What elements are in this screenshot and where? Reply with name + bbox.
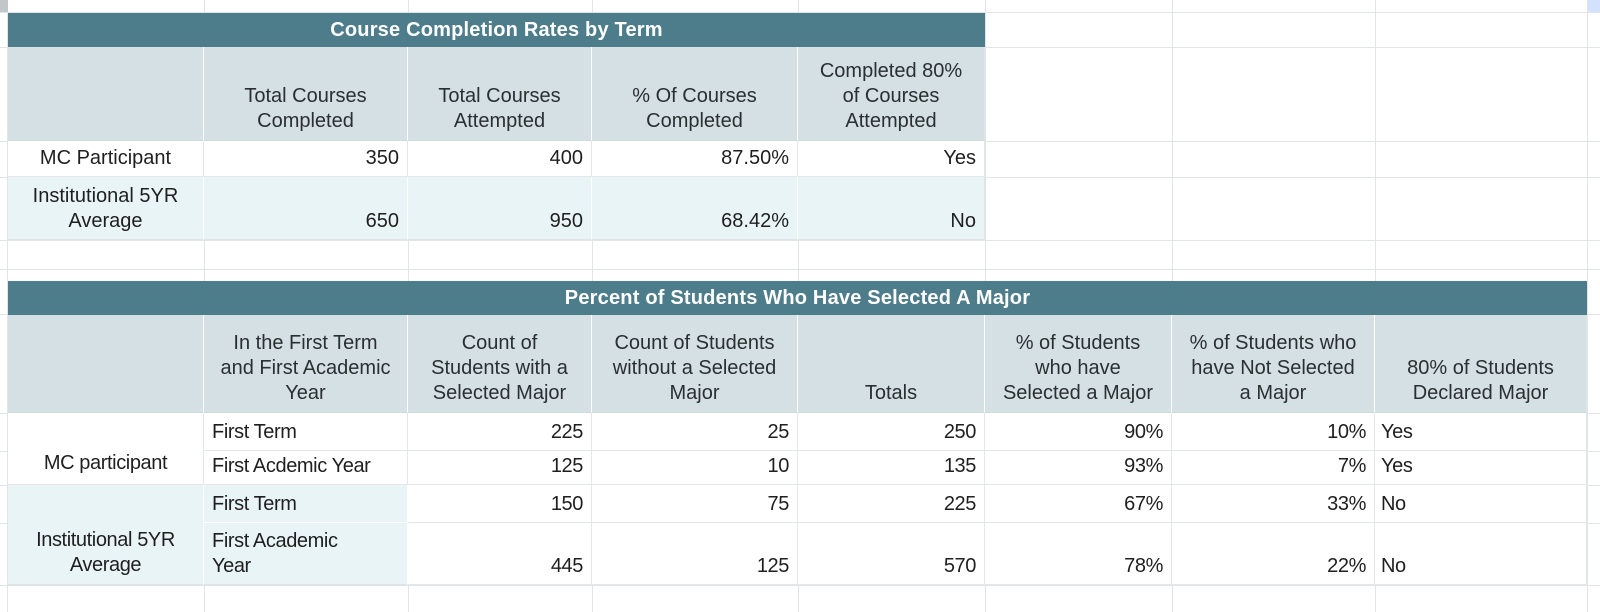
table-cell[interactable]: No (1375, 485, 1587, 523)
row-label-cell[interactable]: Institutional 5YR Average (8, 177, 204, 240)
header-pct-selected[interactable]: % of Students who have Selected a Major (985, 315, 1172, 413)
term-cell[interactable]: First Term (204, 485, 408, 523)
term-cell[interactable]: First Term (204, 413, 408, 451)
table-cell[interactable]: 445 (408, 523, 592, 585)
gridline (0, 585, 1600, 586)
table-cell[interactable]: 10% (1172, 413, 1375, 451)
table-cell[interactable]: 570 (798, 523, 985, 585)
header-pct-courses-completed[interactable]: % Of Courses Completed (592, 47, 798, 141)
header-total-courses-attempted[interactable]: Total Courses Attempted (408, 47, 592, 141)
row-group-label-cell[interactable]: Institutional 5YR Average (8, 485, 204, 585)
table-cell[interactable]: 90% (985, 413, 1172, 451)
table-cell[interactable]: 75 (592, 485, 798, 523)
table-cell[interactable]: 10 (592, 451, 798, 485)
header-cell-blank[interactable] (8, 47, 204, 141)
table-cell[interactable]: 950 (408, 177, 592, 240)
sheet-corner-sliver (0, 0, 8, 12)
term-cell[interactable]: First Acdemic Year (204, 451, 408, 485)
table-cell[interactable]: 650 (204, 177, 408, 240)
table-title-bar[interactable]: Course Completion Rates by Term (8, 13, 985, 47)
highlighted-cell[interactable] (1588, 0, 1600, 12)
table-cell[interactable]: 125 (408, 451, 592, 485)
table-title-bar[interactable]: Percent of Students Who Have Selected A … (8, 281, 1587, 315)
row-group-label-cell[interactable]: MC participant (8, 413, 204, 485)
table-cell[interactable]: 68.42% (592, 177, 798, 240)
table-cell[interactable]: 125 (592, 523, 798, 585)
table-cell[interactable]: 250 (798, 413, 985, 451)
table-cell[interactable]: No (1375, 523, 1587, 585)
gridline (0, 12, 1600, 13)
table-cell[interactable]: 93% (985, 451, 1172, 485)
header-total-courses-completed[interactable]: Total Courses Completed (204, 47, 408, 141)
table-cell[interactable]: 33% (1172, 485, 1375, 523)
table-cell[interactable]: 67% (985, 485, 1172, 523)
table-cell[interactable]: Yes (1375, 451, 1587, 485)
header-pct-not-selected[interactable]: % of Students who have Not Selected a Ma… (1172, 315, 1375, 413)
gridline (1587, 0, 1588, 612)
header-80pct-declared[interactable]: 80% of Students Declared Major (1375, 315, 1587, 413)
table-cell[interactable]: 150 (408, 485, 592, 523)
table-cell[interactable]: 22% (1172, 523, 1375, 585)
header-count-with-major[interactable]: Count of Students with a Selected Major (408, 315, 592, 413)
gridline (7, 0, 8, 612)
table-cell[interactable]: 400 (408, 141, 592, 177)
gridline (0, 269, 1600, 270)
table-cell[interactable]: 135 (798, 451, 985, 485)
gridline (0, 240, 1600, 241)
selected-major-table: Percent of Students Who Have Selected A … (8, 281, 1587, 585)
header-completed-80pct[interactable]: Completed 80% of Courses Attempted (798, 47, 985, 141)
table-cell[interactable]: 87.50% (592, 141, 798, 177)
table-cell[interactable]: 350 (204, 141, 408, 177)
header-cell-blank[interactable] (8, 315, 204, 413)
term-cell[interactable]: First Academic Year (204, 523, 408, 585)
header-totals[interactable]: Totals (798, 315, 985, 413)
table-cell[interactable]: Yes (798, 141, 985, 177)
table-cell[interactable]: 7% (1172, 451, 1375, 485)
row-label-cell[interactable]: MC Participant (8, 141, 204, 177)
table-cell[interactable]: 25 (592, 413, 798, 451)
header-count-without-major[interactable]: Count of Students without a Selected Maj… (592, 315, 798, 413)
course-completion-table: Course Completion Rates by Term Total Co… (8, 13, 985, 240)
table-cell[interactable]: 78% (985, 523, 1172, 585)
table-cell[interactable]: No (798, 177, 985, 240)
table-cell[interactable]: Yes (1375, 413, 1587, 451)
header-first-term-year[interactable]: In the First Term and First Academic Yea… (204, 315, 408, 413)
table-cell[interactable]: 225 (798, 485, 985, 523)
table-cell[interactable]: 225 (408, 413, 592, 451)
